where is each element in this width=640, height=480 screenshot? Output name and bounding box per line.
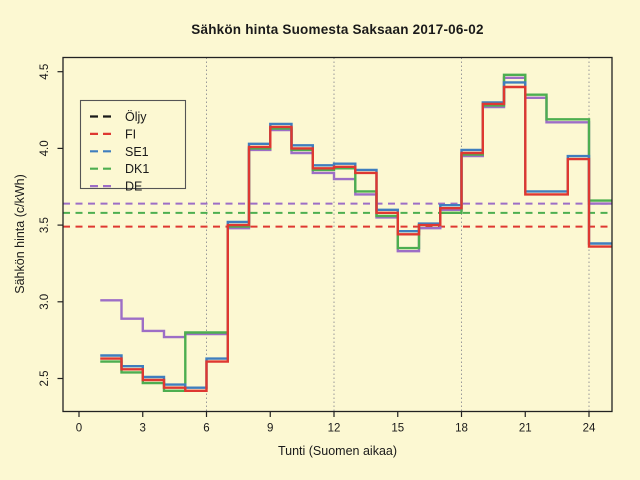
legend-label: FI xyxy=(125,127,136,141)
plot-frame xyxy=(62,56,613,413)
y-tick-label: 4.0 xyxy=(39,140,51,156)
legend: Öljy FI SE1 DK1 DE xyxy=(79,99,187,194)
y-axis-label: Sähkön hinta (c/kWh) xyxy=(13,174,27,294)
legend-label: SE1 xyxy=(125,145,149,159)
y-tick-label: 3.5 xyxy=(39,217,51,233)
legend-box xyxy=(79,99,187,190)
legend-label: DK1 xyxy=(125,162,149,176)
x-tick-label: 15 xyxy=(391,423,404,435)
y-tick-label: 4.5 xyxy=(39,64,51,80)
x-axis-label: Tunti (Suomen aikaa) xyxy=(277,444,398,458)
x-tick-label: 18 xyxy=(455,423,468,435)
chart-title: Sähkön hinta Suomesta Saksaan 2017-06-02 xyxy=(191,22,484,37)
reference-lines xyxy=(63,202,612,228)
series-FI xyxy=(100,85,612,392)
x-tick-label: 24 xyxy=(583,423,596,435)
x-tick-label: 3 xyxy=(140,423,146,435)
x-tick-label: 12 xyxy=(328,423,341,435)
x-tick-label: 6 xyxy=(203,423,209,435)
x-tick-label: 0 xyxy=(76,423,82,435)
axes: 0 3 6 9 12 15 18 21 24 2.5 3.0 3.5 4.0 4.5 xyxy=(39,64,596,435)
x-tick-label: 9 xyxy=(267,423,273,435)
legend-label: DE xyxy=(125,180,142,194)
series-DK1 xyxy=(100,73,612,392)
y-tick-label: 3.0 xyxy=(39,294,51,310)
legend-label: Öljy xyxy=(125,110,147,124)
x-tick-label: 21 xyxy=(519,423,532,435)
y-tick-label: 2.5 xyxy=(39,371,51,387)
